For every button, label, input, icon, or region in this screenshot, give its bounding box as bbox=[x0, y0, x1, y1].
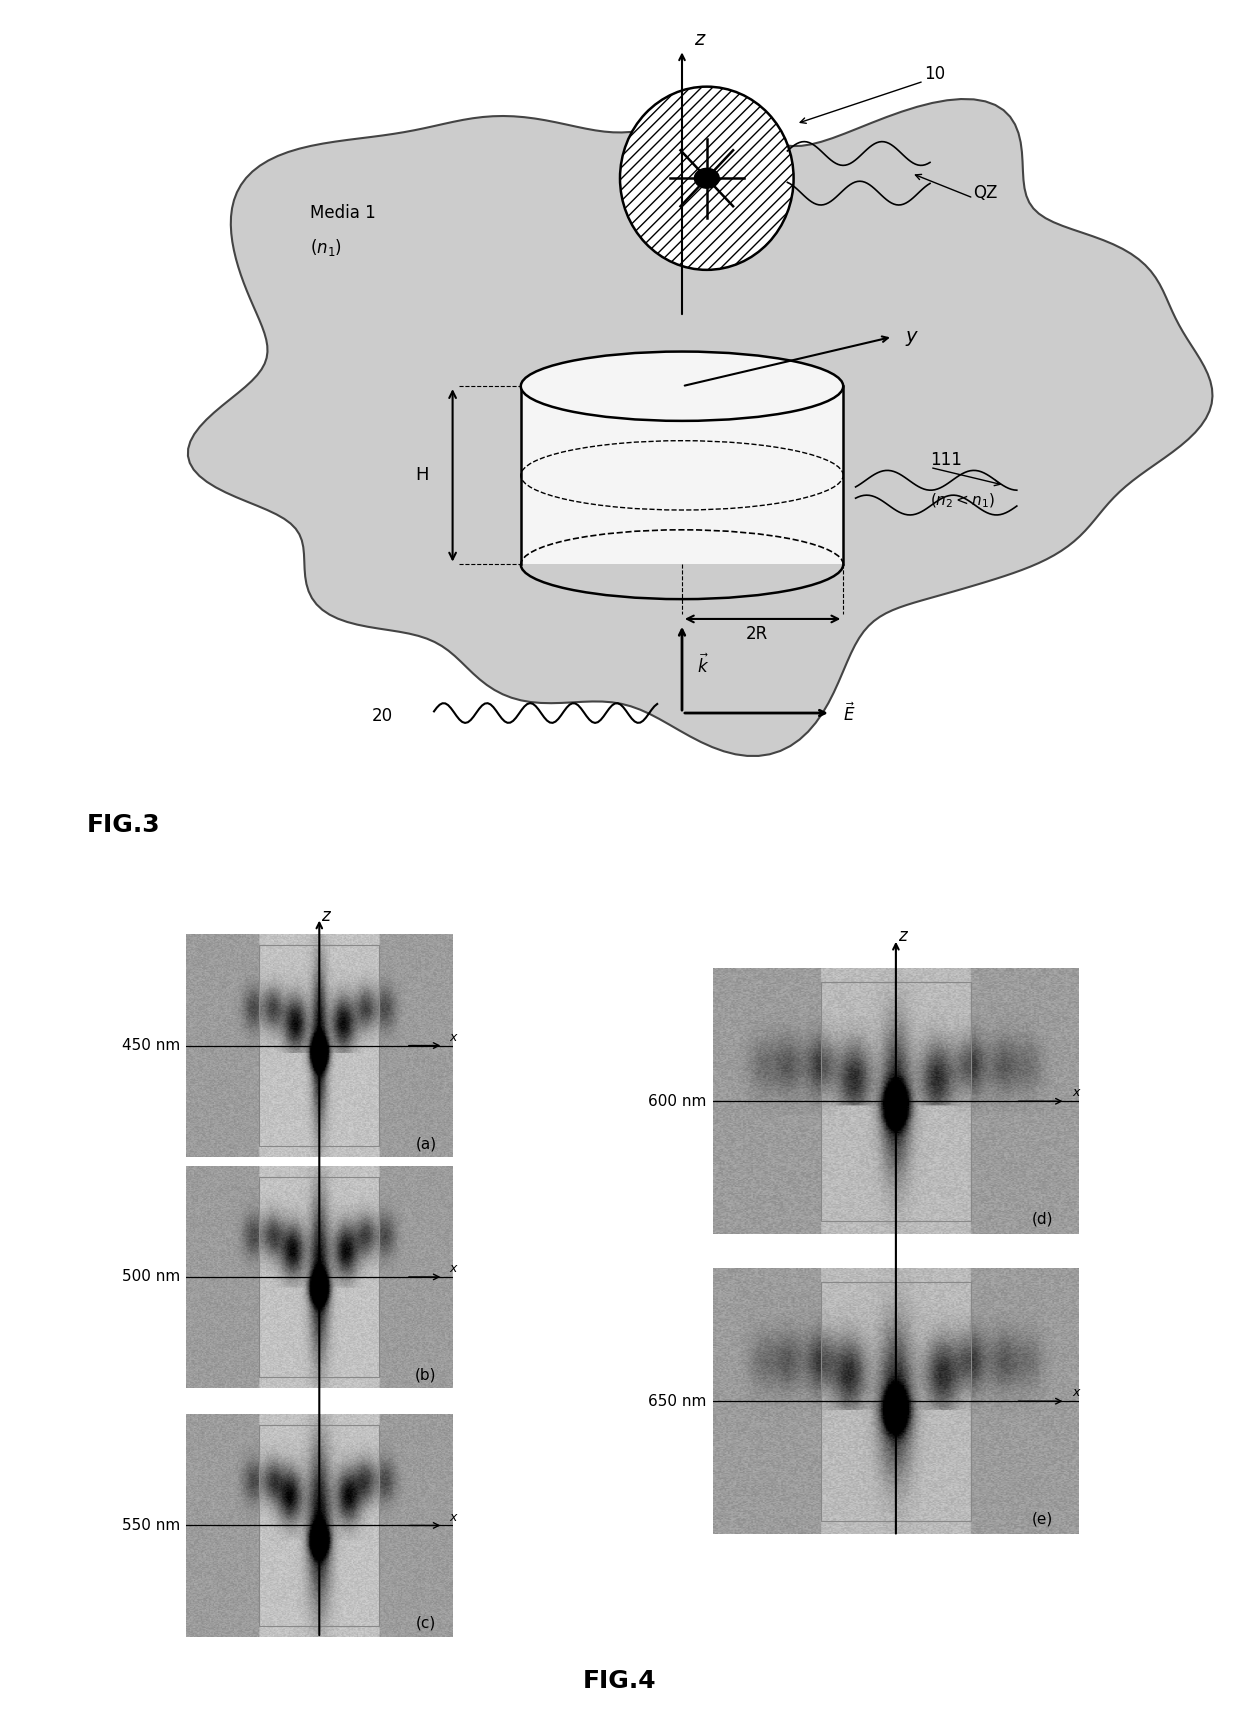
Text: FIG.4: FIG.4 bbox=[583, 1669, 657, 1693]
Polygon shape bbox=[521, 386, 843, 564]
Ellipse shape bbox=[620, 87, 794, 269]
Text: $x$: $x$ bbox=[1073, 1087, 1083, 1099]
Text: 550 nm: 550 nm bbox=[122, 1519, 180, 1532]
Text: $z$: $z$ bbox=[694, 29, 707, 48]
Text: $\vec{k}$: $\vec{k}$ bbox=[697, 655, 709, 677]
Text: $z$: $z$ bbox=[898, 927, 909, 944]
Text: 20: 20 bbox=[372, 706, 393, 725]
Polygon shape bbox=[188, 99, 1213, 756]
Text: (a): (a) bbox=[415, 1136, 436, 1152]
Bar bbox=[821, 1282, 971, 1520]
Text: $x$: $x$ bbox=[1073, 1387, 1083, 1399]
Text: 500 nm: 500 nm bbox=[122, 1270, 180, 1284]
Text: Media 1: Media 1 bbox=[310, 204, 376, 221]
Text: 450 nm: 450 nm bbox=[122, 1039, 180, 1052]
Bar bbox=[259, 1176, 379, 1378]
Circle shape bbox=[694, 168, 719, 189]
Bar bbox=[821, 982, 971, 1220]
Text: 2R: 2R bbox=[745, 624, 768, 643]
Text: 650 nm: 650 nm bbox=[649, 1393, 707, 1409]
Text: $(n_2<n_1)$: $(n_2<n_1)$ bbox=[930, 492, 994, 509]
Text: QZ: QZ bbox=[973, 183, 998, 202]
Text: $y$: $y$ bbox=[905, 329, 919, 348]
Text: $(n_1)$: $(n_1)$ bbox=[310, 237, 342, 257]
Text: H: H bbox=[415, 466, 428, 485]
Text: $x$: $x$ bbox=[449, 1032, 459, 1044]
Bar bbox=[259, 1426, 379, 1625]
Text: $\vec{E}$: $\vec{E}$ bbox=[843, 703, 856, 725]
Text: (b): (b) bbox=[415, 1368, 436, 1383]
Text: FIG.3: FIG.3 bbox=[87, 812, 160, 836]
Text: $z$: $z$ bbox=[321, 907, 332, 926]
Text: $x$: $x$ bbox=[449, 1512, 459, 1524]
Text: 600 nm: 600 nm bbox=[649, 1094, 707, 1109]
Text: $x$: $x$ bbox=[449, 1263, 459, 1275]
Text: 111: 111 bbox=[930, 451, 962, 470]
Text: (e): (e) bbox=[1032, 1512, 1053, 1527]
Text: (c): (c) bbox=[415, 1616, 436, 1632]
Text: (d): (d) bbox=[1032, 1212, 1053, 1227]
Bar bbox=[259, 946, 379, 1145]
Ellipse shape bbox=[521, 351, 843, 422]
Text: 10: 10 bbox=[924, 65, 945, 84]
